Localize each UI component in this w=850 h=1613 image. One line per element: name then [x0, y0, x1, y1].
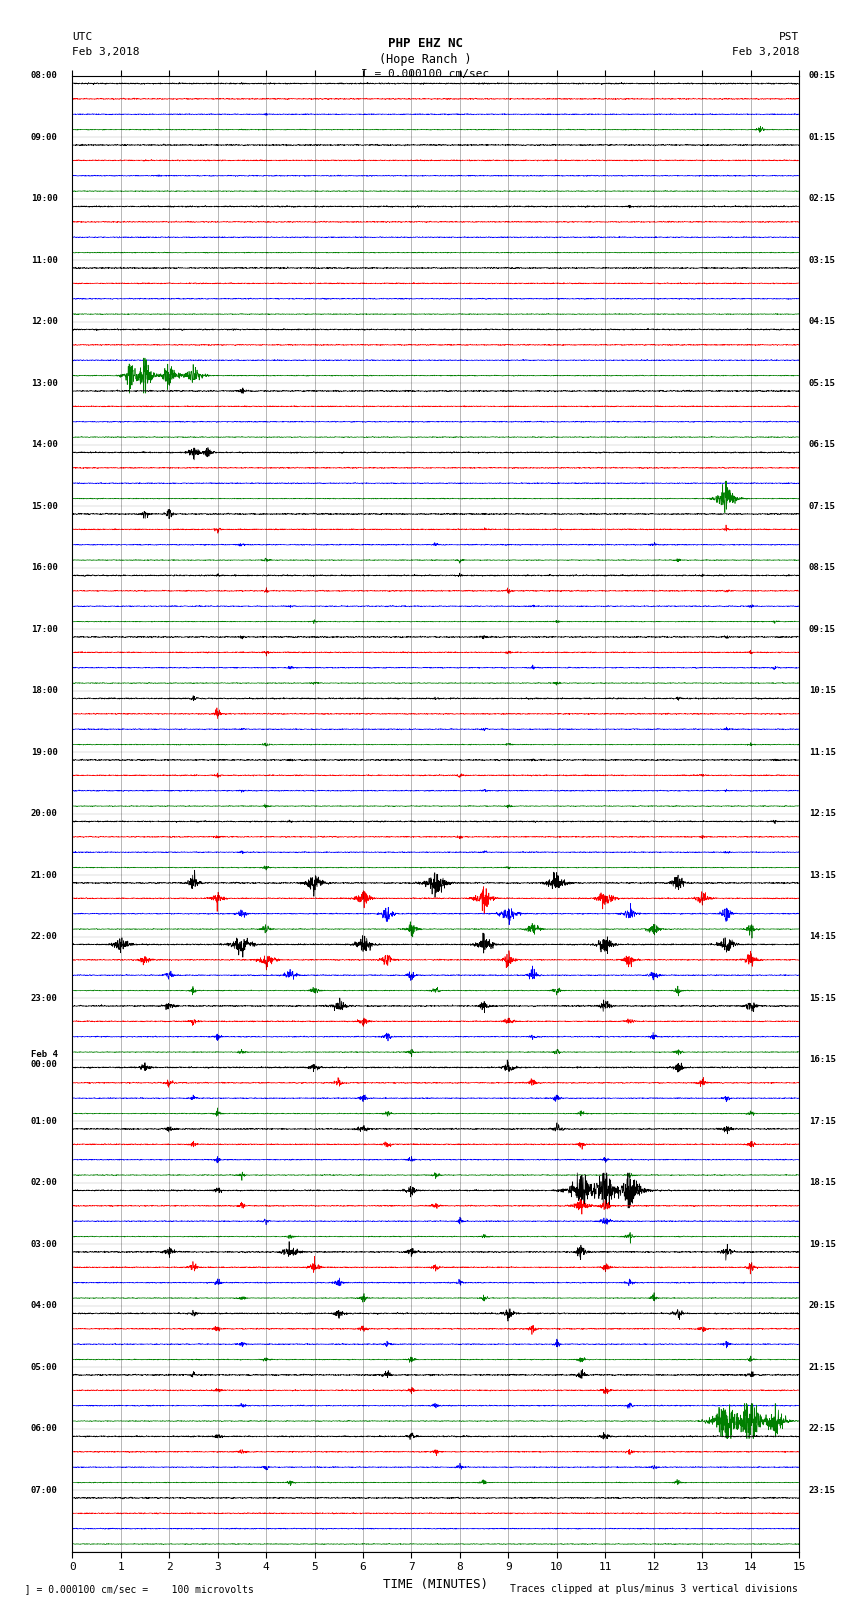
Text: 09:15: 09:15 [808, 624, 836, 634]
Text: Feb 3,2018: Feb 3,2018 [732, 47, 799, 56]
Text: 02:15: 02:15 [808, 194, 836, 203]
X-axis label: TIME (MINUTES): TIME (MINUTES) [383, 1578, 488, 1590]
Text: 06:15: 06:15 [808, 440, 836, 450]
Text: 04:15: 04:15 [808, 318, 836, 326]
Text: 10:15: 10:15 [808, 686, 836, 695]
Text: 03:15: 03:15 [808, 256, 836, 265]
Text: 01:15: 01:15 [808, 132, 836, 142]
Text: Feb 4
00:00: Feb 4 00:00 [31, 1050, 58, 1069]
Text: 01:00: 01:00 [31, 1116, 58, 1126]
Text: (Hope Ranch ): (Hope Ranch ) [379, 53, 471, 66]
Text: 22:00: 22:00 [31, 932, 58, 942]
Text: 13:15: 13:15 [808, 871, 836, 879]
Text: 22:15: 22:15 [808, 1424, 836, 1434]
Text: 18:15: 18:15 [808, 1177, 836, 1187]
Text: 11:15: 11:15 [808, 748, 836, 756]
Text: 10:00: 10:00 [31, 194, 58, 203]
Text: 19:00: 19:00 [31, 748, 58, 756]
Text: 03:00: 03:00 [31, 1240, 58, 1248]
Text: 05:00: 05:00 [31, 1363, 58, 1371]
Text: 14:15: 14:15 [808, 932, 836, 942]
Text: 00:15: 00:15 [808, 71, 836, 81]
Text: ] = 0.000100 cm/sec =    100 microvolts: ] = 0.000100 cm/sec = 100 microvolts [13, 1584, 253, 1594]
Text: 12:15: 12:15 [808, 810, 836, 818]
Text: UTC: UTC [72, 32, 93, 42]
Text: 23:00: 23:00 [31, 994, 58, 1003]
Text: 02:00: 02:00 [31, 1177, 58, 1187]
Text: 07:15: 07:15 [808, 502, 836, 511]
Text: 13:00: 13:00 [31, 379, 58, 387]
Text: 20:00: 20:00 [31, 810, 58, 818]
Text: Traces clipped at plus/minus 3 vertical divisions: Traces clipped at plus/minus 3 vertical … [510, 1584, 798, 1594]
Text: 16:15: 16:15 [808, 1055, 836, 1065]
Text: 08:00: 08:00 [31, 71, 58, 81]
Text: 17:00: 17:00 [31, 624, 58, 634]
Text: 23:15: 23:15 [808, 1486, 836, 1495]
Text: PST: PST [779, 32, 799, 42]
Text: 11:00: 11:00 [31, 256, 58, 265]
Text: 16:00: 16:00 [31, 563, 58, 573]
Text: 18:00: 18:00 [31, 686, 58, 695]
Text: PHP EHZ NC: PHP EHZ NC [388, 37, 462, 50]
Text: 21:15: 21:15 [808, 1363, 836, 1371]
Text: 15:15: 15:15 [808, 994, 836, 1003]
Text: 06:00: 06:00 [31, 1424, 58, 1434]
Text: 20:15: 20:15 [808, 1302, 836, 1310]
Text: 04:00: 04:00 [31, 1302, 58, 1310]
Text: 09:00: 09:00 [31, 132, 58, 142]
Text: 17:15: 17:15 [808, 1116, 836, 1126]
Text: 08:15: 08:15 [808, 563, 836, 573]
Text: I = 0.000100 cm/sec: I = 0.000100 cm/sec [361, 69, 489, 79]
Text: 14:00: 14:00 [31, 440, 58, 450]
Text: 19:15: 19:15 [808, 1240, 836, 1248]
Text: Feb 3,2018: Feb 3,2018 [72, 47, 139, 56]
Text: 05:15: 05:15 [808, 379, 836, 387]
Text: 07:00: 07:00 [31, 1486, 58, 1495]
Text: 12:00: 12:00 [31, 318, 58, 326]
Text: 21:00: 21:00 [31, 871, 58, 879]
Text: 15:00: 15:00 [31, 502, 58, 511]
